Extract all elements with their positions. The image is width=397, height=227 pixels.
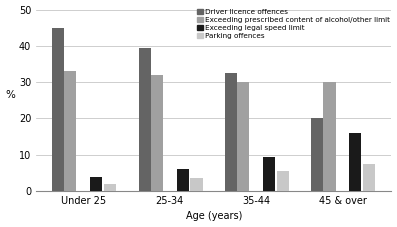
- Y-axis label: %: %: [6, 90, 15, 100]
- Bar: [277, 171, 289, 191]
- Bar: [64, 71, 76, 191]
- Bar: [90, 177, 102, 191]
- Bar: [311, 118, 324, 191]
- Bar: [225, 73, 237, 191]
- Bar: [191, 178, 202, 191]
- Legend: Driver licence offences, Exceeding prescribed content of alcohol/other limit, Ex: Driver licence offences, Exceeding presc…: [196, 8, 391, 40]
- Bar: [324, 82, 335, 191]
- Bar: [151, 75, 163, 191]
- Bar: [349, 133, 362, 191]
- Bar: [104, 184, 116, 191]
- Bar: [237, 82, 249, 191]
- Bar: [139, 48, 151, 191]
- X-axis label: Age (years): Age (years): [185, 211, 242, 222]
- Bar: [263, 157, 275, 191]
- Bar: [52, 28, 64, 191]
- Bar: [177, 169, 189, 191]
- Bar: [363, 164, 375, 191]
